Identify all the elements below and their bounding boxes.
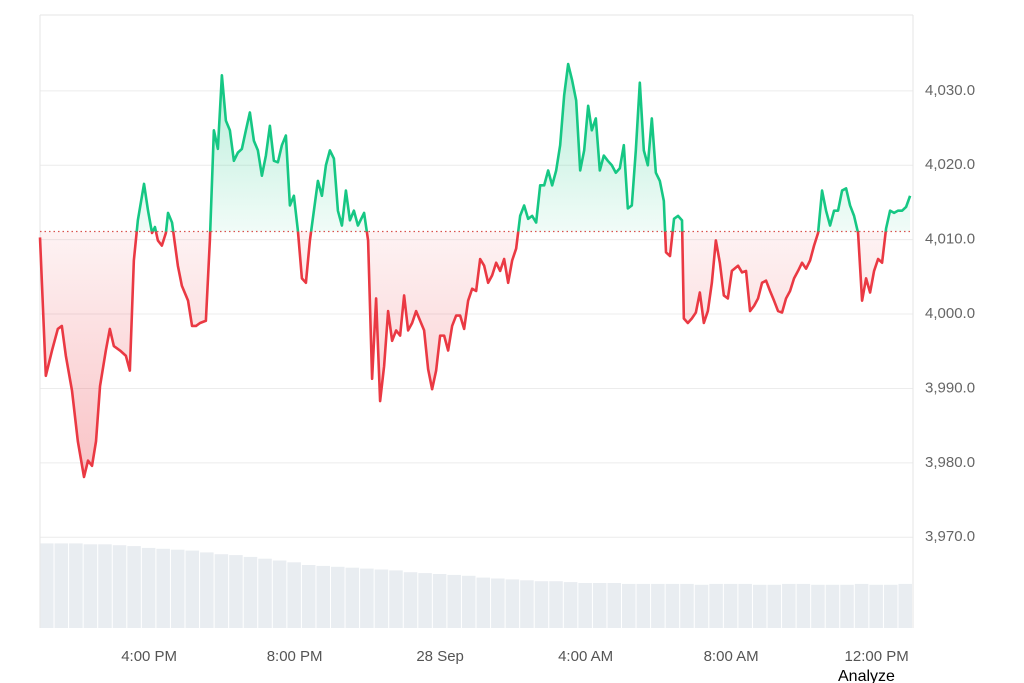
volume-bar bbox=[98, 544, 112, 628]
volume-bar bbox=[840, 584, 854, 628]
x-tick-label: 12:00 PM bbox=[845, 648, 909, 665]
volume-bar bbox=[592, 583, 607, 628]
volume-bar bbox=[782, 583, 796, 628]
volume-bar bbox=[578, 583, 592, 628]
volume-bar bbox=[476, 577, 491, 628]
volume-bar bbox=[287, 562, 301, 628]
volume-bar bbox=[331, 566, 345, 628]
volume-bar bbox=[156, 548, 170, 628]
volume-bar bbox=[694, 584, 709, 628]
volume-bar bbox=[447, 574, 461, 628]
volume-bar bbox=[69, 543, 83, 628]
volume-bar bbox=[316, 565, 330, 628]
volume-bar bbox=[301, 565, 316, 628]
volume-bar bbox=[200, 552, 214, 628]
volume-bar bbox=[738, 583, 752, 628]
x-tick-label: 4:00 AM bbox=[558, 648, 613, 665]
volume-bar bbox=[403, 572, 418, 628]
x-tick-label: 4:00 PM bbox=[121, 648, 177, 665]
volume-bar bbox=[898, 583, 912, 628]
volume-bar bbox=[883, 584, 898, 628]
volume-layer bbox=[40, 543, 912, 628]
plot-layer bbox=[38, 62, 913, 479]
volume-bar bbox=[534, 581, 549, 628]
volume-bar bbox=[214, 554, 229, 628]
y-tick-label: 3,980.0 bbox=[925, 454, 975, 471]
volume-bar bbox=[549, 581, 563, 628]
volume-bar bbox=[432, 574, 447, 628]
volume-bar bbox=[854, 583, 869, 628]
volume-bar bbox=[127, 546, 141, 628]
volume-bar bbox=[374, 569, 389, 628]
volume-bar bbox=[520, 580, 534, 628]
volume-bar bbox=[141, 547, 156, 628]
y-tick-label: 4,030.0 bbox=[925, 82, 975, 99]
volume-bar bbox=[636, 583, 651, 628]
volume-bar bbox=[607, 583, 621, 628]
volume-bar bbox=[185, 550, 200, 628]
volume-bar bbox=[752, 584, 767, 628]
analyze-button[interactable]: Analyze bbox=[838, 668, 895, 683]
volume-bar bbox=[767, 584, 782, 628]
y-tick-label: 4,020.0 bbox=[925, 156, 975, 173]
volume-bar bbox=[665, 583, 680, 628]
price-line bbox=[38, 62, 912, 479]
volume-bar bbox=[563, 582, 578, 628]
volume-bar bbox=[112, 545, 127, 628]
volume-bar bbox=[389, 570, 403, 628]
volume-bar bbox=[622, 583, 636, 628]
volume-bar bbox=[258, 558, 272, 628]
volume-bar bbox=[491, 578, 505, 628]
volume-bar bbox=[40, 543, 54, 628]
volume-bar bbox=[680, 583, 694, 628]
volume-bar bbox=[229, 555, 243, 628]
grid-layer bbox=[40, 90, 913, 538]
volume-bar bbox=[170, 549, 185, 628]
volume-bar bbox=[345, 567, 360, 628]
volume-bar bbox=[418, 573, 432, 628]
x-tick-label: 28 Sep bbox=[416, 648, 464, 665]
volume-bar bbox=[723, 583, 738, 628]
volume-bar bbox=[651, 583, 665, 628]
area-fill bbox=[40, 64, 911, 477]
y-tick-label: 4,010.0 bbox=[925, 231, 975, 248]
volume-bar bbox=[272, 560, 287, 628]
volume-bar bbox=[243, 556, 258, 628]
volume-bar bbox=[83, 544, 98, 628]
volume-bar bbox=[811, 584, 825, 628]
y-tick-label: 4,000.0 bbox=[925, 305, 975, 322]
volume-bar bbox=[54, 543, 69, 628]
volume-bar bbox=[825, 584, 840, 628]
volume-bar bbox=[869, 584, 883, 628]
volume-bar bbox=[360, 568, 374, 628]
volume-bar bbox=[709, 583, 723, 628]
x-tick-label: 8:00 PM bbox=[267, 648, 323, 665]
volume-bar bbox=[505, 579, 520, 628]
y-tick-label: 3,990.0 bbox=[925, 379, 975, 396]
x-tick-label: 8:00 AM bbox=[704, 648, 759, 665]
volume-bar bbox=[461, 575, 476, 628]
volume-bar bbox=[796, 583, 811, 628]
y-tick-label: 3,970.0 bbox=[925, 528, 975, 545]
